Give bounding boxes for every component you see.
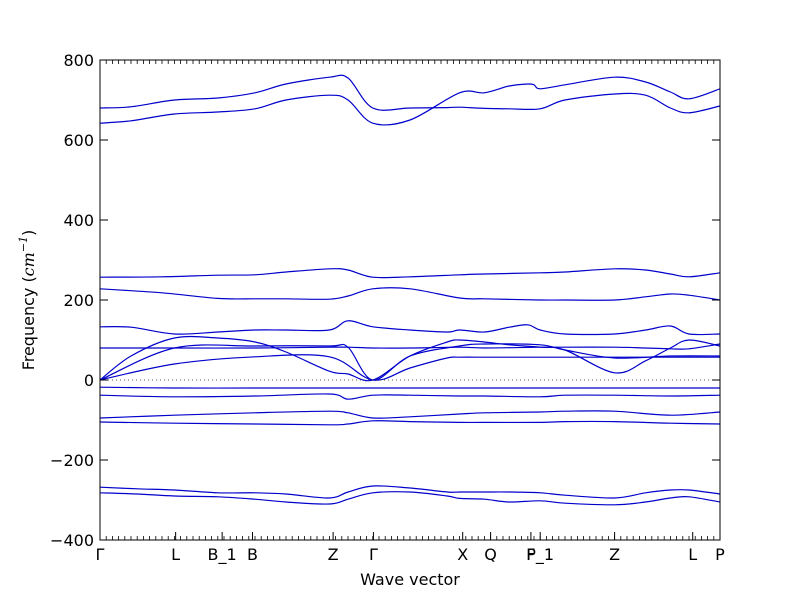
band-line-1 bbox=[99, 74, 721, 114]
x-axis-title: Wave vector bbox=[360, 570, 460, 589]
y-axis-title-close: ) bbox=[19, 230, 38, 236]
x-tick-label: Γ bbox=[369, 545, 378, 564]
x-tick-label: P_1 bbox=[526, 545, 554, 565]
x-tick-label: Z bbox=[609, 545, 620, 564]
y-axis-title: Frequency (cm−1) bbox=[17, 230, 38, 371]
band-line-5 bbox=[99, 320, 721, 336]
x-tick-label: X bbox=[457, 545, 468, 564]
band-line-2 bbox=[99, 76, 721, 126]
x-tick-label: Z bbox=[328, 545, 339, 564]
y-tick-label: 0 bbox=[84, 371, 94, 390]
x-tick-label: Γ bbox=[96, 545, 105, 564]
x-tick-label: B bbox=[247, 545, 258, 564]
band-line-15 bbox=[99, 491, 721, 506]
y-tick-label: 800 bbox=[63, 51, 94, 70]
band-line-9 bbox=[99, 343, 721, 381]
x-tick-label: Q bbox=[484, 545, 497, 564]
band-line-6 bbox=[100, 343, 721, 350]
band-line-7 bbox=[99, 335, 721, 382]
x-minor-ticks bbox=[99, 60, 721, 540]
y-tick-label: −400 bbox=[50, 531, 94, 550]
band-line-11 bbox=[99, 393, 721, 400]
y-tick-label: −200 bbox=[50, 451, 94, 470]
band-line-12 bbox=[99, 410, 721, 419]
y-tick-label: 400 bbox=[63, 211, 94, 230]
band-line-4 bbox=[99, 287, 721, 301]
y-tick-label: 200 bbox=[63, 291, 94, 310]
band-line-3 bbox=[99, 268, 721, 279]
band-line-13 bbox=[99, 420, 721, 426]
x-tick-label: P bbox=[715, 545, 725, 564]
y-tick-label: 600 bbox=[63, 131, 94, 150]
x-tick-label: B_1 bbox=[208, 545, 237, 565]
band-line-14 bbox=[99, 485, 721, 499]
band-line-10 bbox=[99, 386, 720, 389]
plot-lines bbox=[99, 74, 721, 506]
x-tick-label: F bbox=[526, 545, 535, 564]
y-axis-title-exponent: −1 bbox=[17, 236, 30, 252]
x-axis: Γ L B_1 B Z Γ X Q FP_1 Z L P bbox=[96, 532, 725, 565]
plot-frame bbox=[99, 59, 721, 541]
y-axis-title-text: Frequency ( bbox=[19, 276, 38, 370]
y-axis-title-unit: cm bbox=[19, 252, 38, 276]
x-tick-label: L bbox=[171, 545, 180, 564]
x-tick-label: L bbox=[688, 545, 697, 564]
y-axis: −400 −200 0 200 400 600 800 bbox=[50, 51, 720, 550]
